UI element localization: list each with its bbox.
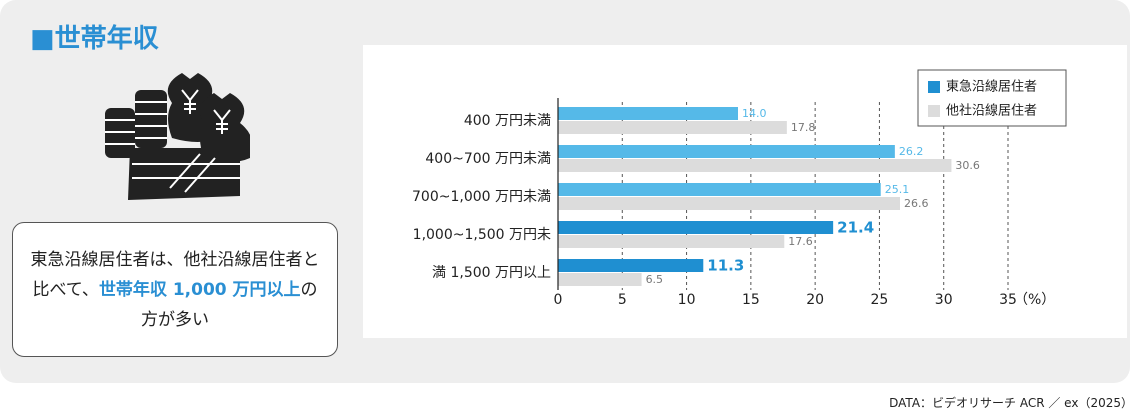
source: DATA：ビデオリサーチ ACR ／ ex（2025） bbox=[889, 396, 1133, 410]
bar bbox=[558, 221, 834, 234]
money-icon bbox=[105, 73, 250, 200]
bar bbox=[558, 273, 642, 286]
y-tick-label: 400 万円未満 bbox=[464, 113, 551, 129]
y-tick-label: 400~700 万円未満 bbox=[425, 151, 551, 167]
x-tick-label: 15 bbox=[742, 292, 760, 308]
data-label: 17.6 bbox=[788, 235, 813, 248]
data-label: 30.6 bbox=[955, 159, 980, 172]
x-tick-label: 0 bbox=[554, 292, 563, 308]
x-tick-label: 5 bbox=[618, 292, 627, 308]
bar bbox=[558, 235, 785, 248]
x-tick-label: 30 bbox=[935, 292, 953, 308]
data-label: 26.2 bbox=[899, 145, 924, 158]
chart-panel: 0 5 10 15 20 25 30 35 （%） 400 万円未満 14.0 17.8 400~700… bbox=[363, 45, 1127, 338]
callout: 東急沿線居住者は、他社沿線居住者と比べて、世帯年収 1,000 万円以上の方が多… bbox=[12, 222, 338, 357]
bar bbox=[558, 159, 952, 172]
chart: 0 5 10 15 20 25 30 35（%） 400 万円未満 14.0 17.8 400~700… bbox=[412, 69, 1067, 308]
bar bbox=[558, 145, 895, 158]
y-tick-label: 1,000~1,500 万円未 bbox=[413, 227, 551, 243]
x-tick-label: 10 bbox=[678, 292, 696, 308]
data-label: 11.3 bbox=[707, 257, 744, 275]
callout-text: 東急沿線居住者は、他社沿線居住者と比べて、 bbox=[30, 249, 320, 300]
x-tick-label: 25 bbox=[871, 292, 889, 308]
bar bbox=[558, 183, 881, 196]
legend-swatch bbox=[928, 81, 940, 93]
y-tick-label: 700~1,000 万円未満 bbox=[412, 189, 551, 205]
x-tick-label: 35 bbox=[999, 292, 1017, 308]
bar bbox=[558, 121, 787, 134]
data-label: 26.6 bbox=[904, 197, 929, 210]
legend-swatch bbox=[928, 105, 940, 117]
legend-box bbox=[917, 69, 1067, 127]
title: ■世帯年収 bbox=[30, 24, 159, 54]
data-label: 21.4 bbox=[837, 219, 874, 237]
legend-label: 他社沿線居住者 bbox=[946, 103, 1037, 119]
y-tick-label: 満 1,500 万円以上 bbox=[432, 265, 551, 281]
data-label: 25.1 bbox=[885, 183, 910, 196]
x-tick-label: 20 bbox=[806, 292, 824, 308]
callout-highlight: 世帯年収 1,000 万円以上 bbox=[98, 279, 301, 300]
callout-text: の方が多い bbox=[141, 279, 318, 330]
bar bbox=[558, 107, 738, 120]
data-label: 17.8 bbox=[791, 121, 816, 134]
bar bbox=[558, 259, 704, 272]
bar bbox=[558, 197, 900, 210]
unit-label: （%） bbox=[1014, 292, 1055, 308]
data-label: 6.5 bbox=[646, 273, 664, 286]
data-label: 14.0 bbox=[742, 107, 767, 120]
legend-label: 東急沿線居住者 bbox=[946, 79, 1037, 95]
